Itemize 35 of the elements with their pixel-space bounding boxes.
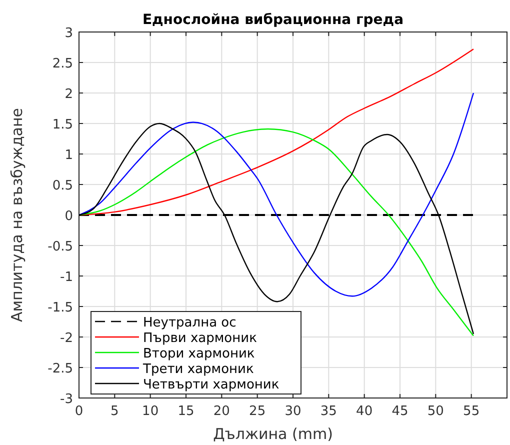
y-tick-label: 0.5 [52,178,73,194]
y-tick-label: 0 [64,209,73,224]
y-tick-label: -2.5 [48,362,73,376]
x-tick-label: 55 [463,404,480,419]
x-tick-label: 45 [392,404,408,419]
chart-title: Еднослойна вибрационна греда [142,12,404,28]
legend-label: Трети хармоник [142,362,254,377]
y-tick-label: -1 [60,270,73,285]
x-tick-label: 0 [74,404,84,419]
y-tick-label: 1 [64,148,73,163]
y-axis-title: Амплитуда на възбуждане [8,108,26,322]
x-tick-label: 20 [213,404,230,419]
line-series [79,92,474,297]
x-tick-label: 15 [178,404,194,419]
x-axis-title: Дължина (mm) [213,425,333,443]
y-tick-label: 2 [64,87,73,102]
x-tick-label: 5 [110,404,119,419]
x-tick-label: 40 [356,404,373,419]
x-tick-label: 10 [142,404,159,419]
legend-label: Неутрална ос [143,316,236,330]
y-tick-label: 2.5 [52,56,73,72]
y-tick-label: -0.5 [48,240,73,254]
line-series [79,48,474,216]
y-tick-label: -2 [60,331,73,346]
y-tick-label: 3 [64,26,73,41]
x-tick-label: 50 [427,404,444,419]
legend-label: Втори хармоник [143,346,255,362]
y-tick-label: 1.5 [52,118,73,132]
y-tick-label: -3 [60,392,73,407]
x-tick-label: 35 [320,404,337,419]
y-tick-label: -1.5 [48,300,73,316]
legend-label: Първи хармоник [143,331,258,346]
legend-label: Четвърти хармоник [143,378,280,392]
x-tick-label: 25 [249,404,266,419]
x-tick-label: 30 [284,404,302,419]
